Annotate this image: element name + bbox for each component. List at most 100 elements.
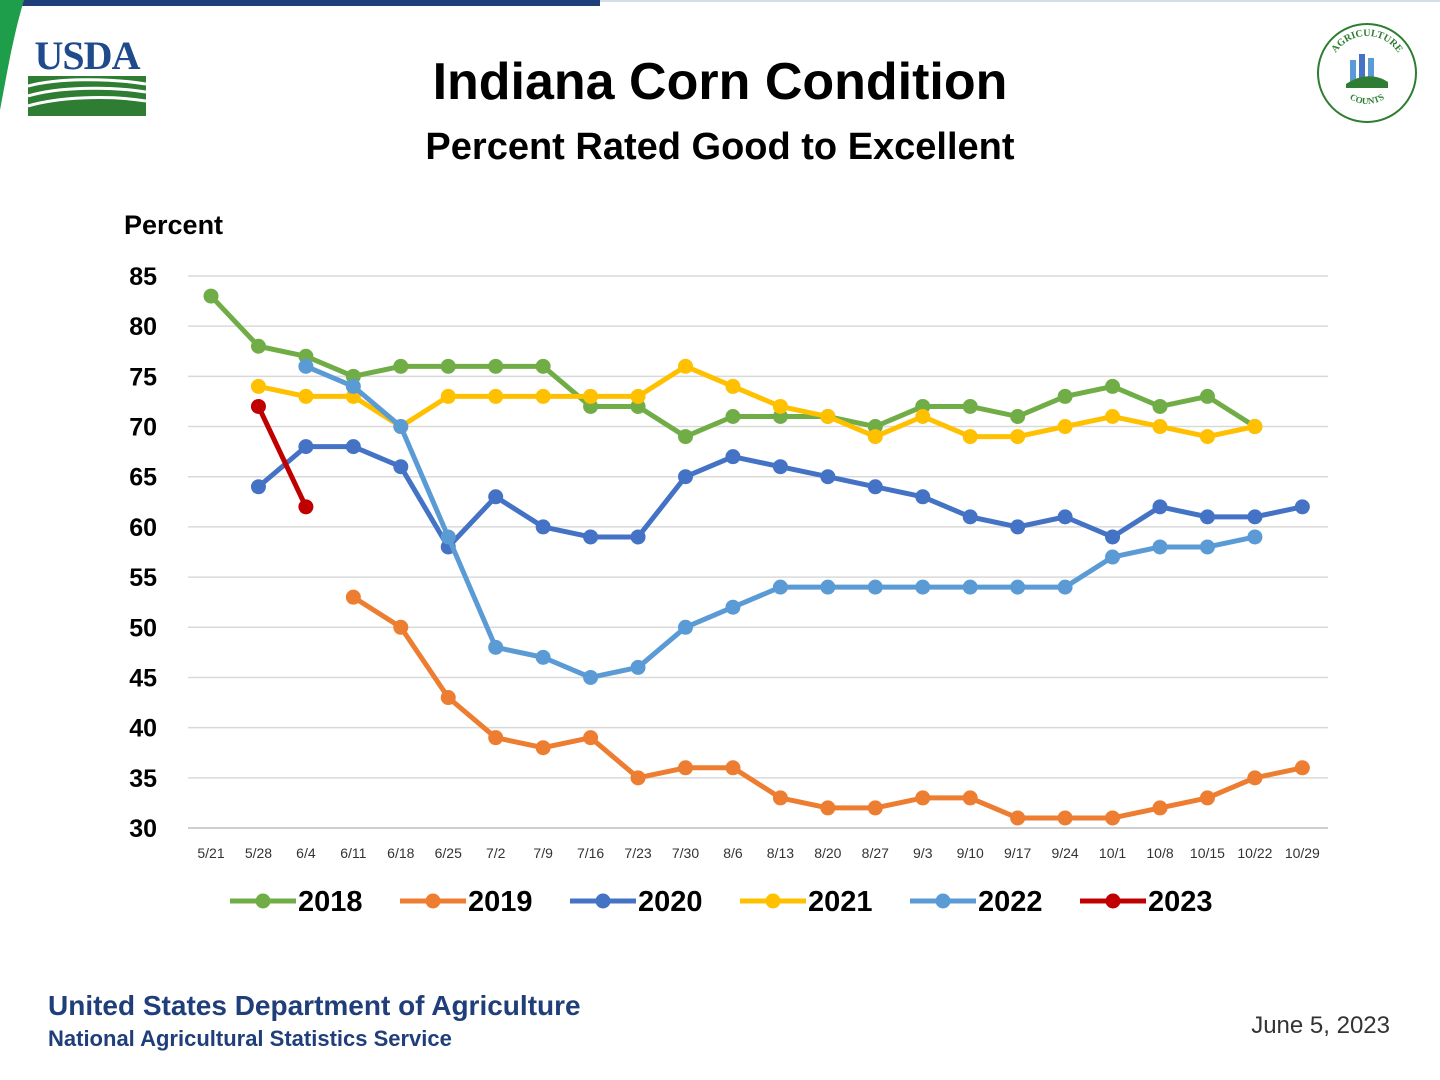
svg-text:COUNTS: COUNTS [1348, 92, 1385, 107]
x-tick-label: 10/29 [1285, 845, 1320, 861]
data-point [1247, 419, 1263, 435]
data-point [820, 800, 836, 816]
legend-item-2018: 2018 [230, 886, 363, 918]
data-point [1294, 760, 1310, 776]
y-tick-label: 30 [129, 815, 157, 843]
legend-item-2022: 2022 [910, 886, 1043, 918]
data-point [345, 589, 361, 605]
data-point [393, 619, 409, 635]
data-point [1105, 529, 1121, 545]
data-point [393, 419, 409, 435]
data-point [962, 398, 978, 414]
data-point [962, 579, 978, 595]
series-line [255, 403, 309, 510]
data-point [725, 760, 741, 776]
y-tick-label: 50 [129, 614, 157, 642]
data-point [820, 579, 836, 595]
data-point [678, 760, 693, 776]
data-point [1010, 810, 1026, 826]
data-point [488, 489, 504, 505]
legend-item-2021: 2021 [740, 886, 873, 918]
data-point [1247, 529, 1263, 545]
top-band [0, 0, 1440, 8]
x-tick-label: 7/9 [533, 845, 553, 861]
data-point [1294, 499, 1310, 515]
x-tick-label: 8/13 [767, 845, 794, 861]
data-point [915, 579, 931, 595]
data-point [535, 519, 551, 535]
x-tick-label: 10/1 [1099, 845, 1126, 861]
data-point [725, 378, 741, 394]
x-tick-label: 8/6 [723, 845, 743, 861]
legend-label: 2022 [978, 886, 1043, 918]
data-point [1057, 579, 1073, 595]
data-point [1105, 549, 1121, 565]
data-point [725, 599, 741, 615]
data-point [583, 388, 599, 404]
legend-label: 2023 [1148, 886, 1213, 918]
series-2019 [345, 589, 1310, 826]
data-point [1010, 409, 1026, 425]
data-point [867, 579, 883, 595]
data-point [440, 690, 456, 706]
y-tick-label: 70 [129, 414, 157, 442]
data-point [962, 429, 978, 445]
x-tick-label: 10/22 [1237, 845, 1272, 861]
x-tick-label: 5/21 [197, 845, 224, 861]
data-point [725, 449, 741, 465]
data-point [772, 459, 788, 475]
data-point [1152, 539, 1168, 555]
footer-organization: United States Department of Agriculture [48, 990, 581, 1021]
data-point [915, 489, 931, 505]
data-point [1152, 398, 1168, 414]
x-tick-label: 7/30 [672, 845, 699, 861]
data-point [583, 669, 599, 685]
data-point [1199, 509, 1215, 525]
data-point [1152, 499, 1168, 515]
data-point [1199, 388, 1215, 404]
data-point [1010, 429, 1026, 445]
data-point [250, 378, 266, 394]
y-tick-label: 55 [129, 564, 157, 592]
data-point [535, 649, 551, 665]
x-tick-label: 10/8 [1146, 845, 1173, 861]
data-point [298, 388, 314, 404]
x-tick-label: 7/2 [486, 845, 506, 861]
y-tick-label: 80 [129, 313, 157, 341]
chart-subtitle: Percent Rated Good to Excellent [425, 126, 1015, 168]
data-point [1057, 419, 1073, 435]
data-point [203, 288, 219, 304]
data-point [772, 579, 788, 595]
data-point [678, 429, 693, 445]
data-point [630, 770, 646, 786]
x-tick-label: 10/15 [1190, 845, 1225, 861]
series-line [255, 363, 1258, 440]
x-tick-label: 9/17 [1004, 845, 1031, 861]
legend-item-2019: 2019 [400, 886, 533, 918]
data-point [393, 358, 409, 374]
x-tick-label: 6/25 [435, 845, 462, 861]
usda-fields-icon [28, 76, 146, 116]
series-2023 [250, 398, 314, 515]
legend-swatch-marker [255, 893, 271, 909]
legend-swatch-marker [935, 893, 951, 909]
data-point [298, 439, 314, 455]
left-swoosh-decoration [0, 0, 24, 110]
x-tick-label: 6/4 [296, 845, 316, 861]
data-point [678, 358, 693, 374]
data-point [630, 388, 646, 404]
series-2022 [298, 358, 1263, 685]
data-point [915, 790, 931, 806]
data-point [250, 479, 266, 495]
x-tick-label: 5/28 [245, 845, 272, 861]
data-point [962, 790, 978, 806]
data-point [1105, 810, 1121, 826]
data-point [867, 800, 883, 816]
data-point [583, 730, 599, 746]
line-chart: Percent 85 80 75 70 65 60 55 50 45 40 35 30 5/21 5/2… [124, 210, 1328, 918]
legend-swatch-marker [1105, 893, 1121, 909]
data-point [488, 730, 504, 746]
data-point [772, 398, 788, 414]
x-tick-label: 7/23 [624, 845, 651, 861]
data-point [535, 740, 551, 756]
